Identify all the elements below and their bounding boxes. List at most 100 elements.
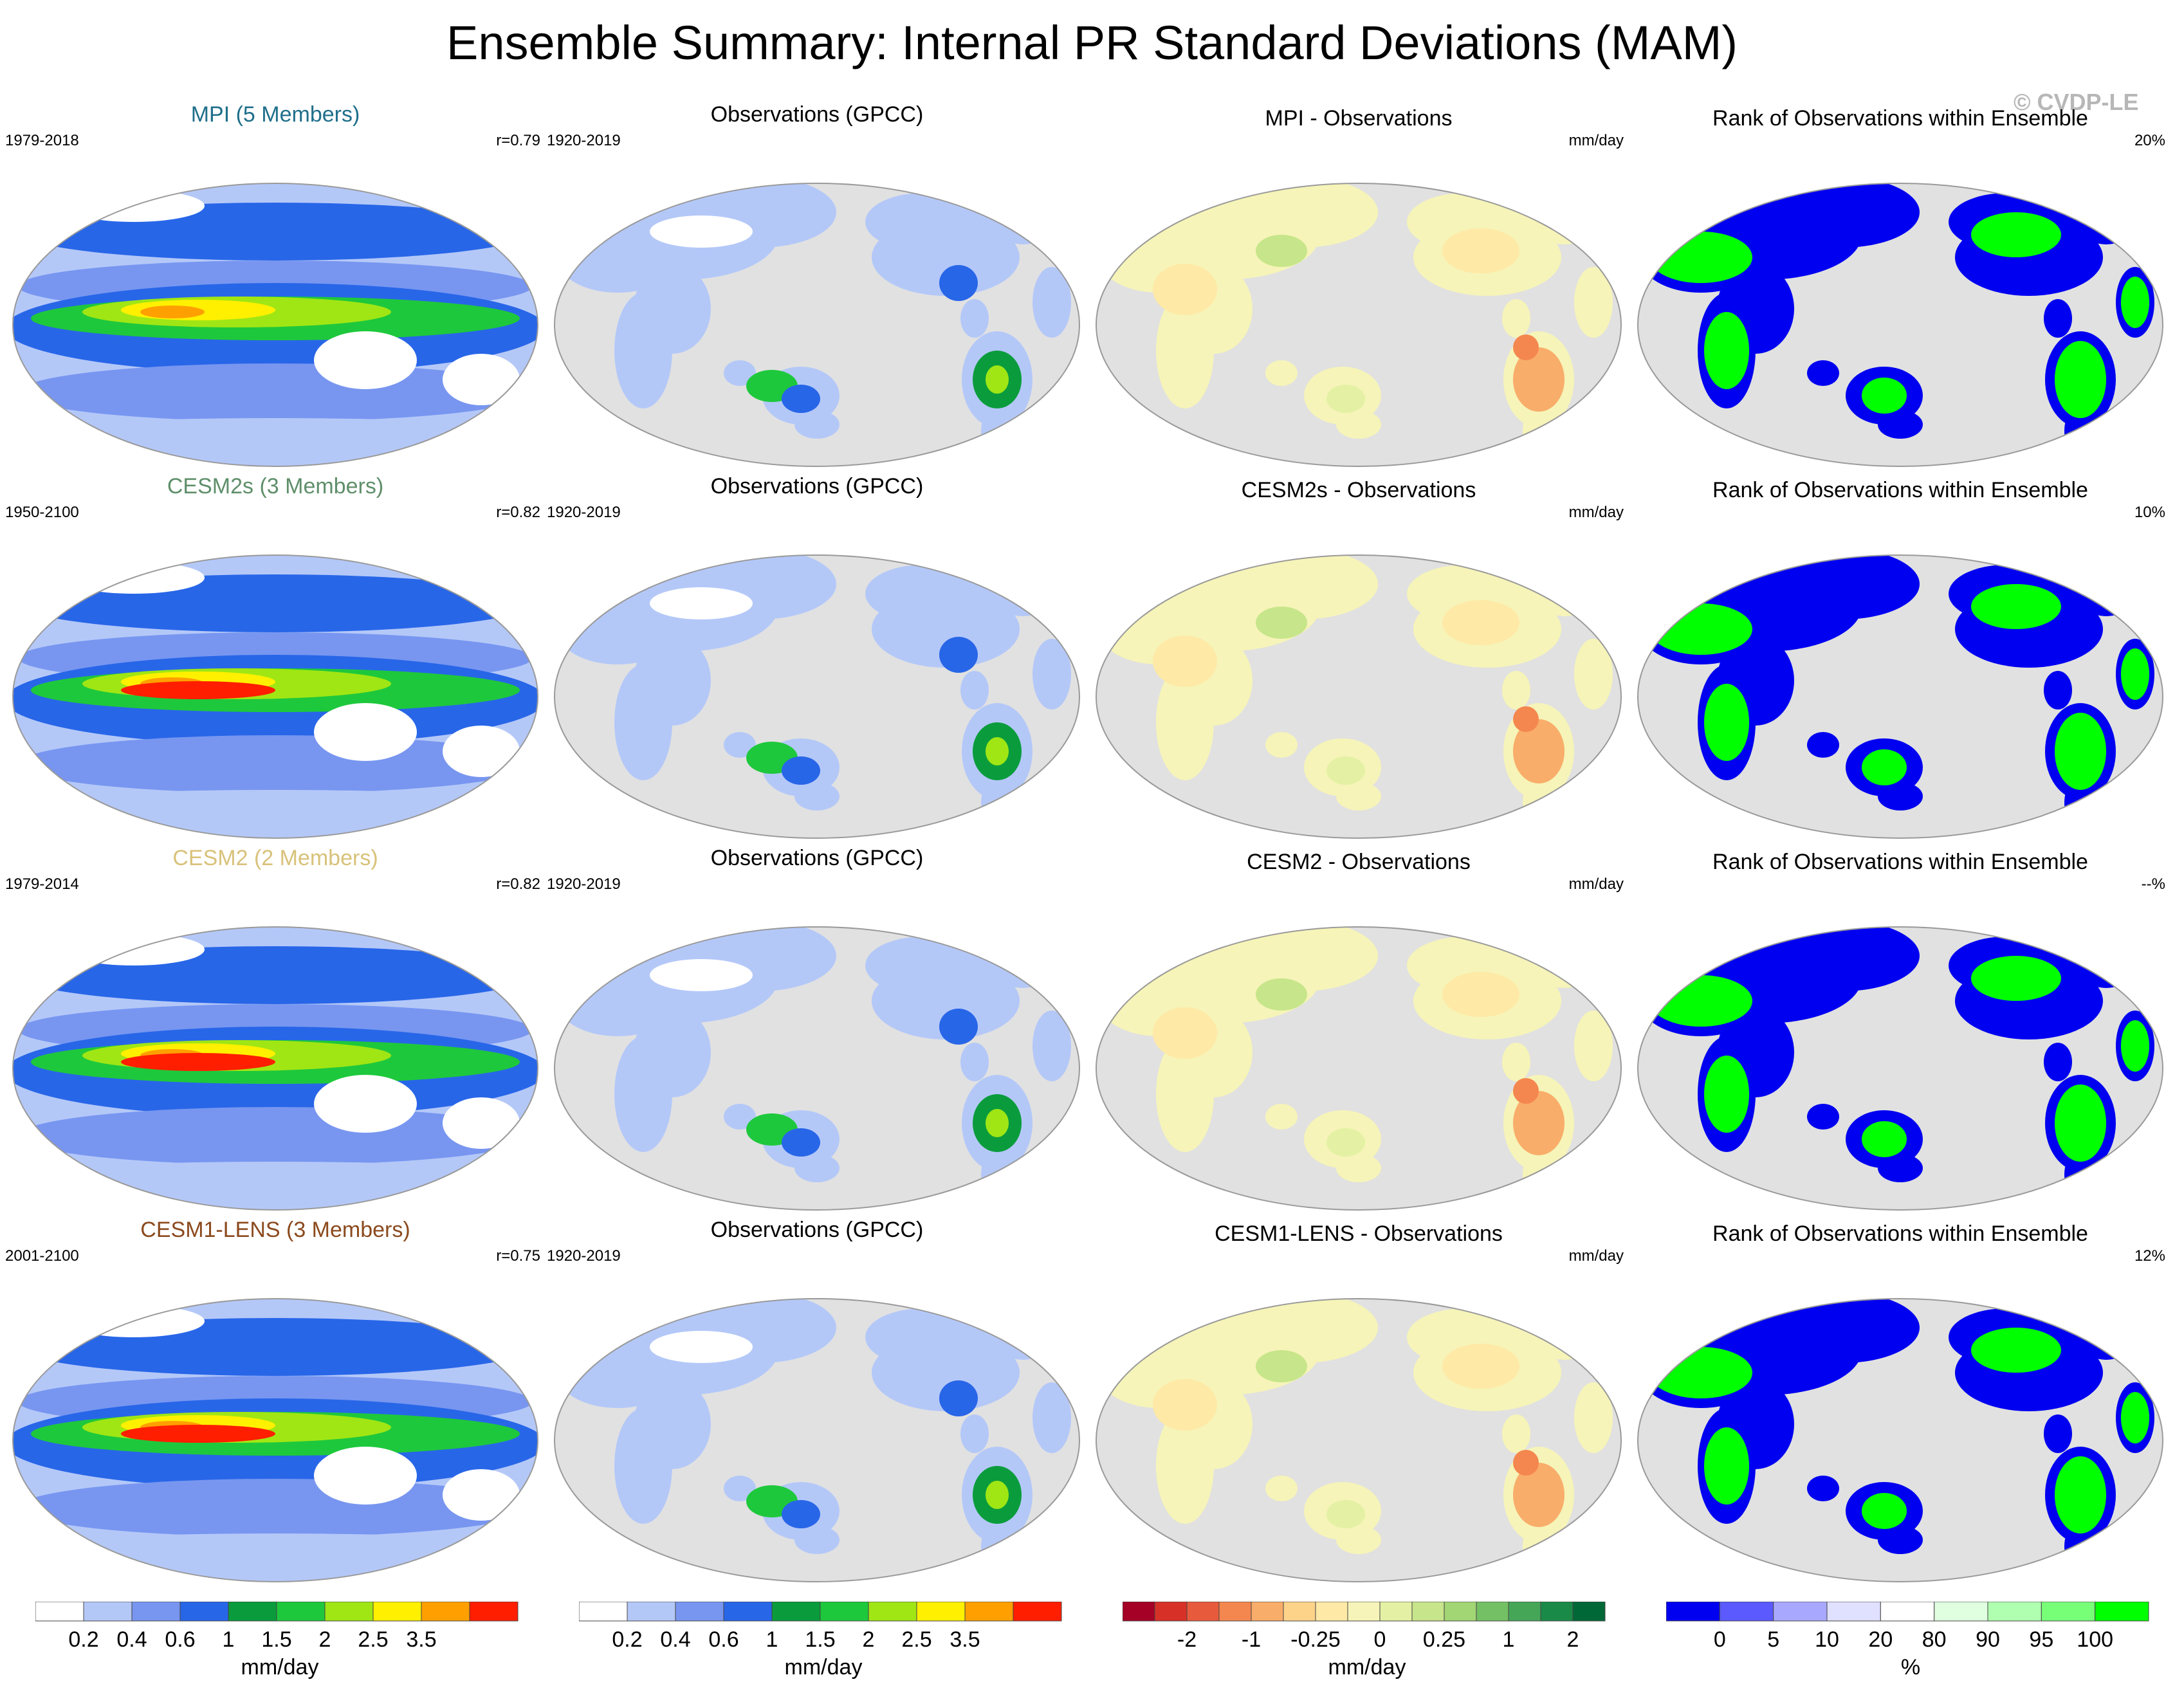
land-mass bbox=[981, 1149, 1013, 1200]
model-panel: CESM2s (3 Members) 1950-2100 r=0.82 bbox=[5, 468, 546, 839]
field-band bbox=[1513, 347, 1565, 412]
land-mass bbox=[2044, 1414, 2072, 1453]
rank-high-region bbox=[2121, 648, 2149, 700]
land-mass bbox=[2044, 1043, 2072, 1081]
land-mass bbox=[1032, 267, 1071, 338]
map-frame bbox=[1637, 926, 2163, 1211]
land-mass bbox=[2044, 299, 2072, 338]
diff-unit: mm/day bbox=[1568, 875, 1624, 893]
colorbar-unit: mm/day bbox=[241, 1655, 319, 1679]
colorbar-tick-label: 1 bbox=[766, 1627, 778, 1652]
diff-panel: CESM2 - Observations mm/day bbox=[1088, 840, 1629, 1211]
obs-title: Observations (GPCC) bbox=[710, 1218, 924, 1242]
land-mass bbox=[724, 1104, 756, 1130]
rank-high-region bbox=[2055, 341, 2106, 418]
field-band bbox=[650, 959, 753, 991]
pattern-correlation: r=0.82 bbox=[496, 504, 540, 521]
colorbar-swatch bbox=[627, 1602, 676, 1622]
field-band bbox=[782, 756, 820, 785]
colorbar-swatch bbox=[2041, 1602, 2096, 1622]
diff-map bbox=[1096, 554, 1622, 839]
model-map bbox=[12, 183, 538, 467]
colorbar-swatch bbox=[179, 1602, 229, 1622]
colorbar-tick-label: 5 bbox=[1767, 1627, 1779, 1652]
map-frame bbox=[1096, 183, 1622, 467]
land-mass bbox=[614, 293, 672, 408]
diff-title: CESM2 - Observations bbox=[1247, 850, 1471, 874]
colorbar-tick-label: 1.5 bbox=[261, 1627, 291, 1652]
rank-high-region bbox=[2121, 1392, 2149, 1443]
field-band bbox=[1513, 1078, 1539, 1104]
land-mass bbox=[1224, 183, 1378, 248]
land-mass bbox=[1502, 1414, 1530, 1453]
land-mass bbox=[1032, 1382, 1071, 1453]
colorbar-swatch bbox=[868, 1602, 917, 1622]
land-mass bbox=[1156, 293, 1214, 408]
field-band bbox=[939, 1009, 978, 1045]
land-mass bbox=[1156, 1036, 1214, 1152]
obs-panel: Observations (GPCC) 1920-2019 bbox=[547, 840, 1087, 1211]
rank-high-region bbox=[1649, 975, 1752, 1027]
model-panel: CESM1-LENS (3 Members) 2001-2100 r=0.75 bbox=[5, 1212, 546, 1582]
land-mass bbox=[1574, 639, 1613, 709]
colorbar-tick-label: 95 bbox=[2029, 1627, 2053, 1652]
diff-map bbox=[1096, 1298, 1622, 1582]
colorbar-swatch bbox=[1719, 1602, 1774, 1622]
colorbar-swatch bbox=[1283, 1602, 1316, 1622]
field-band bbox=[31, 1162, 520, 1187]
field-band bbox=[121, 1053, 275, 1071]
colorbar-unit: mm/day bbox=[784, 1655, 863, 1679]
land-mass bbox=[981, 405, 1013, 457]
land-mass bbox=[1765, 1299, 1920, 1363]
field-band bbox=[782, 1500, 820, 1528]
field-band bbox=[121, 1425, 275, 1443]
land-mass bbox=[1336, 782, 1381, 810]
obs-years: 1920-2019 bbox=[547, 504, 621, 521]
colorbar-tick-label: 1 bbox=[223, 1627, 235, 1652]
field-band bbox=[1153, 1379, 1217, 1431]
land-mass bbox=[1765, 183, 1920, 248]
field-band bbox=[1326, 1500, 1365, 1528]
rank-map bbox=[1637, 554, 2163, 839]
rank-high-region bbox=[1704, 1427, 1749, 1505]
rank-percent: 20% bbox=[2134, 132, 2165, 149]
colorbar-swatch bbox=[1773, 1602, 1828, 1622]
colorbar-swatch bbox=[579, 1602, 628, 1622]
colorbar-swatch bbox=[83, 1602, 133, 1622]
land-mass bbox=[794, 782, 840, 810]
colorbar-swatch bbox=[1154, 1602, 1188, 1622]
colorbar-swatch bbox=[820, 1602, 869, 1622]
land-mass bbox=[724, 1476, 756, 1501]
rank-high-region bbox=[2055, 713, 2106, 790]
rank-high-region bbox=[1862, 378, 1907, 414]
colorbar-swatch bbox=[1218, 1602, 1252, 1622]
land-mass bbox=[997, 949, 1049, 988]
map-frame bbox=[1096, 554, 1622, 839]
field-band bbox=[31, 1533, 520, 1559]
land-mass bbox=[1265, 360, 1298, 386]
rank-high-region bbox=[1862, 1493, 1907, 1529]
colorbar-swatch bbox=[1315, 1602, 1348, 1622]
field-band bbox=[939, 637, 978, 673]
colorbar-tick-label: 3.5 bbox=[950, 1627, 980, 1652]
field-band bbox=[1326, 1128, 1365, 1157]
land-mass bbox=[1502, 299, 1530, 338]
rank-panel: Rank of Observations within Ensemble --% bbox=[1630, 840, 2170, 1211]
land-mass bbox=[1523, 405, 1555, 457]
land-mass bbox=[1336, 1526, 1381, 1554]
map-frame bbox=[12, 1298, 538, 1582]
model-title: CESM2s (3 Members) bbox=[167, 474, 384, 499]
colorbar-tick-label: 0 bbox=[1374, 1627, 1386, 1652]
land-mass bbox=[1224, 927, 1378, 991]
field-band bbox=[1513, 719, 1565, 783]
colorbar-swatch bbox=[1666, 1602, 1720, 1622]
pattern-correlation: r=0.75 bbox=[496, 1247, 540, 1265]
model-panel: CESM2 (2 Members) 1979-2014 r=0.82 bbox=[5, 840, 546, 1211]
rank-percent: 10% bbox=[2134, 504, 2165, 521]
land-mass bbox=[614, 1036, 672, 1152]
land-mass bbox=[1156, 664, 1214, 780]
map-frame bbox=[12, 183, 538, 467]
field-band bbox=[1513, 1463, 1565, 1527]
rank-title: Rank of Observations within Ensemble bbox=[1712, 106, 2088, 131]
land-mass bbox=[1574, 1011, 1613, 1081]
